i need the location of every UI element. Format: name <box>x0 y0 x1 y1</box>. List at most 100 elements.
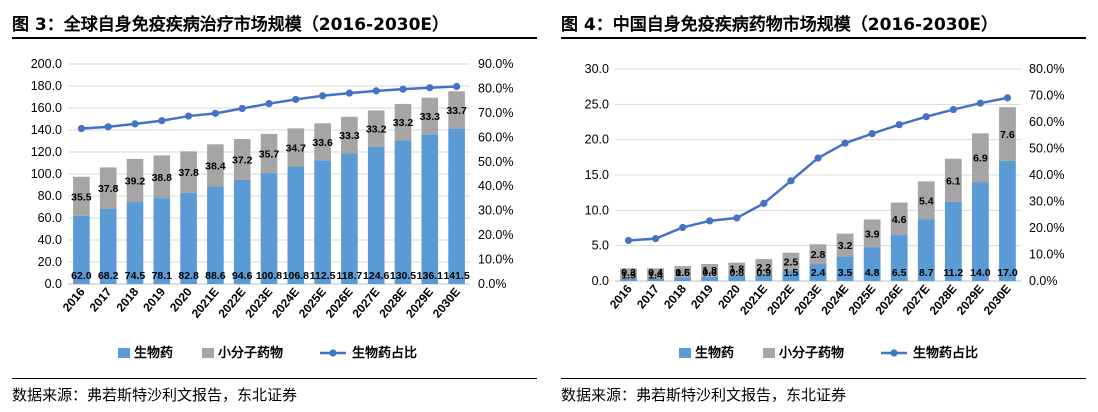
left-label-biologic: 74.5 <box>125 270 146 282</box>
left-bar-small-molecule <box>421 97 439 135</box>
right-label-biologic: 0.6 <box>702 267 717 279</box>
left-label-biologic: 100.8 <box>256 270 282 282</box>
right-label-small-molecule: 1.4 <box>648 269 663 281</box>
left-bar-biologic <box>99 208 117 284</box>
right-label-small-molecule: 6.9 <box>973 153 988 165</box>
left-y-tick-label: 40.0 <box>38 233 62 247</box>
right-x-tick-label: 2024E <box>818 282 851 318</box>
left-share-point <box>77 124 85 133</box>
right-bar-small-molecule <box>728 262 746 276</box>
right-share-point <box>624 236 633 245</box>
right-share-point <box>895 121 903 129</box>
right-label-small-molecule: 1.5 <box>621 269 636 281</box>
left-label-small-molecule: 38.4 <box>205 160 226 172</box>
right-label-small-molecule: 2.8 <box>811 249 826 261</box>
right-legend-biologic: 生物药 <box>695 345 734 360</box>
right-label-biologic: 6.5 <box>892 267 907 279</box>
left-y2-tick-label: 70.0% <box>478 106 513 120</box>
left-x-tick-label: 2019 <box>140 285 168 315</box>
left-label-small-molecule: 33.3 <box>420 111 441 123</box>
right-bar-biologic <box>701 276 719 281</box>
left-source-divider <box>12 378 537 379</box>
right-x-tick-label: 2017 <box>634 282 662 312</box>
right-y2-tick-label: 10.0% <box>1029 248 1064 262</box>
right-y2-tick-label: 60.0% <box>1029 115 1064 129</box>
left-share-point <box>185 112 193 120</box>
right-y-tick-label: 30.0 <box>585 62 609 76</box>
right-bar-small-molecule <box>782 252 800 271</box>
right-bar-small-molecule <box>755 259 773 275</box>
left-label-biologic: 118.7 <box>337 270 363 282</box>
left-label-biologic: 82.8 <box>178 270 199 282</box>
right-chart: 0.0 5.0 10.0 15.0 20.0 25.0 30.0 0.0% 10.0% 20.0%… <box>549 44 1098 374</box>
left-bar-small-molecule <box>314 123 331 161</box>
right-label-small-molecule: 1.8 <box>729 264 744 276</box>
left-y-tick-label: 160.0 <box>31 101 62 115</box>
right-label-biologic: 4.8 <box>865 267 880 279</box>
right-label-biologic: 0.8 <box>729 267 744 279</box>
right-share-point <box>949 105 957 114</box>
right-label-small-molecule: 1.8 <box>702 265 717 277</box>
left-label-small-molecule: 34.7 <box>286 142 307 154</box>
left-bar-small-molecule <box>99 167 117 209</box>
left-label-biologic: 136.1 <box>417 270 443 282</box>
left-y2-tick-label: 10.0% <box>478 253 513 267</box>
left-label-small-molecule: 33.6 <box>312 137 333 149</box>
left-label-small-molecule: 33.2 <box>366 124 387 136</box>
left-x-tick-label: 2022E <box>215 285 248 321</box>
right-share-point <box>733 214 741 222</box>
left-bar-small-molecule <box>73 176 90 216</box>
right-label-biologic: 1.5 <box>784 267 799 279</box>
right-bar-biologic <box>863 247 881 281</box>
right-label-small-molecule: 4.6 <box>892 214 907 226</box>
right-source-note: 数据来源：弗若斯特沙利文报告，东北证券 <box>561 386 847 404</box>
right-legend-swatch-small-molecule <box>763 348 775 358</box>
left-share-point <box>131 120 139 128</box>
left-figure-title: 图 3：全球自身免疫疾病治疗市场规模（2016-2030E） <box>12 15 450 35</box>
left-bar-small-molecule <box>260 133 278 174</box>
left-legend-biologic: 生物药 <box>134 345 173 360</box>
right-label-small-molecule: 3.2 <box>838 240 853 252</box>
left-x-tick-label: 2016 <box>60 285 88 315</box>
left-legend-share: 生物药占比 <box>352 345 417 360</box>
left-x-tick-label: 2025E <box>296 285 329 321</box>
right-bar-small-molecule <box>809 244 827 265</box>
right-chart-svg: 0.0 5.0 10.0 15.0 20.0 25.0 30.0 0.0% 10.0% 20.0%… <box>585 62 1065 360</box>
left-label-biologic: 112.5 <box>310 270 336 282</box>
left-y-tick-label: 180.0 <box>31 79 62 93</box>
right-label-small-molecule: 6.1 <box>946 175 961 187</box>
left-bar-small-molecule <box>126 158 144 203</box>
left-bar-biologic <box>394 140 412 284</box>
left-y2-tick-label: 40.0% <box>478 179 513 193</box>
left-bar-small-molecule <box>341 116 358 154</box>
right-x-tick-label: 2025E <box>845 282 878 318</box>
right-x-tick-label: 2028E <box>927 282 960 318</box>
left-label-biologic: 68.2 <box>98 270 119 282</box>
left-share-point <box>158 117 166 125</box>
left-share-point <box>211 109 219 117</box>
left-label-small-molecule: 38.8 <box>152 172 173 184</box>
right-share-point <box>841 139 849 147</box>
left-chart-svg: 0.0 20.0 40.0 60.0 80.0 100.0 120.0 140.0 160.0 1… <box>31 57 514 360</box>
right-y2-tick-label: 50.0% <box>1029 142 1064 156</box>
left-share-point <box>104 123 112 131</box>
left-label-biologic: 78.1 <box>152 270 173 282</box>
left-x-tick-label: 2018 <box>113 285 141 315</box>
right-share-point <box>976 99 984 107</box>
right-bar-biologic <box>620 278 637 281</box>
right-share-point <box>760 199 768 207</box>
left-bar-biologic <box>314 160 331 284</box>
left-share-point <box>426 84 434 92</box>
left-x-tick-label: 2028E <box>376 285 409 321</box>
left-label-small-molecule: 37.8 <box>178 167 199 179</box>
left-bar-biologic <box>73 215 90 284</box>
left-x-tick-label: 2029E <box>403 285 436 321</box>
right-bar-small-molecule <box>999 107 1016 161</box>
left-y2-tick-label: 90.0% <box>478 57 513 71</box>
right-bar-small-molecule <box>674 266 692 278</box>
left-legend-marker-share <box>329 349 337 357</box>
right-x-tick-label: 2029E <box>954 282 987 318</box>
right-share-point <box>652 235 660 243</box>
right-bar-small-molecule <box>836 233 854 257</box>
left-source-note: 数据来源：弗若斯特沙利文报告，东北证券 <box>12 386 298 404</box>
